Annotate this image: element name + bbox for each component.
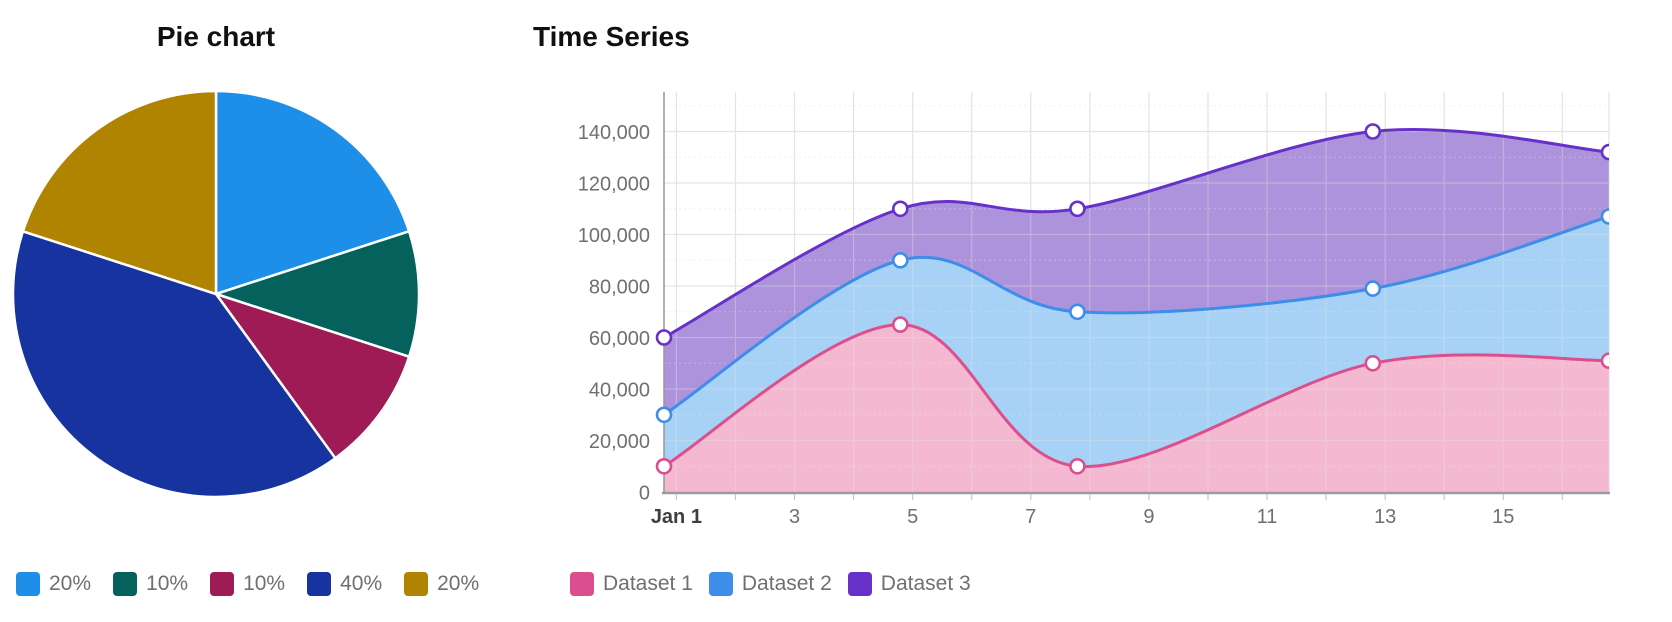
x-tick-label: 9 bbox=[1143, 506, 1154, 528]
pie-slice-1[interactable] bbox=[214, 230, 421, 358]
legend-swatch-icon bbox=[708, 572, 733, 596]
pie-legend-item-3[interactable]: 40% bbox=[307, 572, 382, 596]
x-tick-label: 11 bbox=[1257, 506, 1278, 528]
data-point bbox=[1069, 200, 1086, 218]
data-point bbox=[1600, 352, 1609, 369]
data-point bbox=[1600, 208, 1609, 225]
y-tick-label: 80,000 bbox=[589, 277, 650, 299]
x-tick-label: 7 bbox=[1025, 506, 1036, 528]
y-tick-label: 40,000 bbox=[589, 380, 650, 402]
legend-swatch-icon bbox=[570, 572, 594, 596]
data-point bbox=[891, 200, 909, 218]
legend-swatch-icon bbox=[847, 572, 872, 596]
legend-label: 20% bbox=[437, 572, 480, 595]
y-tick-label: 140,000 bbox=[578, 122, 650, 144]
y-tick-label: 60,000 bbox=[589, 328, 650, 350]
y-tick-label: 0 bbox=[639, 483, 650, 505]
pie-legend-item-1[interactable]: 10% bbox=[113, 572, 188, 596]
time-series-legend-item-2[interactable]: Dataset 3 bbox=[847, 572, 971, 596]
x-tick-label: 3 bbox=[789, 506, 800, 528]
pie-chart-title: Pie chart bbox=[156, 21, 276, 52]
x-tick-label: 5 bbox=[907, 506, 918, 528]
data-point bbox=[891, 316, 909, 333]
pie-slice-4[interactable] bbox=[21, 89, 218, 296]
legend-swatch-icon bbox=[16, 572, 40, 596]
x-tick-label: 15 bbox=[1492, 506, 1514, 528]
pie-slice-0[interactable] bbox=[214, 89, 411, 296]
data-point bbox=[655, 457, 673, 475]
pie-legend-item-0[interactable]: 20% bbox=[16, 572, 91, 596]
time-series-title: Time Series bbox=[533, 21, 690, 52]
time-series-legend-item-1[interactable]: Dataset 2 bbox=[708, 572, 832, 596]
legend-swatch-icon bbox=[307, 572, 332, 596]
y-tick-label: 20,000 bbox=[589, 431, 650, 453]
time-series-chart: 0 20,000 40,000 60,000 80,000 100,000 120,000 1… bbox=[578, 92, 1610, 528]
data-point bbox=[1364, 123, 1382, 140]
pie-slice-2[interactable] bbox=[214, 292, 411, 460]
time-series-legend-item-0[interactable]: Dataset 1 bbox=[570, 572, 693, 596]
legend-swatch-icon bbox=[404, 572, 429, 596]
data-point bbox=[1069, 457, 1086, 475]
data-point bbox=[655, 329, 673, 346]
pie-legend: 20% 10% 10% 40% 20% bbox=[16, 572, 479, 596]
legend-label: 10% bbox=[243, 572, 286, 595]
legend-label: Dataset 1 bbox=[603, 572, 693, 595]
x-tick-label: Jan 1 bbox=[651, 506, 702, 528]
legend-label: Dataset 2 bbox=[741, 572, 832, 595]
data-point bbox=[891, 251, 909, 269]
legend-label: 40% bbox=[340, 572, 383, 595]
data-point bbox=[1364, 280, 1382, 297]
y-tick-label: 120,000 bbox=[578, 174, 650, 196]
data-point bbox=[1364, 354, 1382, 372]
x-tick-label: 13 bbox=[1374, 506, 1396, 528]
y-axis-labels: 0 20,000 40,000 60,000 80,000 100,000 120,000 1… bbox=[578, 122, 650, 505]
pie-legend-item-4[interactable]: 20% bbox=[404, 572, 479, 596]
data-point bbox=[1069, 303, 1086, 321]
pie-chart bbox=[11, 89, 421, 499]
legend-swatch-icon bbox=[210, 572, 235, 596]
legend-label: Dataset 3 bbox=[880, 572, 971, 595]
data-points bbox=[655, 123, 1609, 475]
y-tick-label: 100,000 bbox=[578, 225, 650, 247]
data-point bbox=[655, 406, 673, 424]
legend-label: 20% bbox=[49, 572, 92, 595]
data-point bbox=[1600, 143, 1609, 161]
time-series-legend: Dataset 1 Dataset 2 Dataset 3 bbox=[570, 572, 971, 596]
legend-label: 10% bbox=[146, 572, 189, 595]
pie-slice-3[interactable] bbox=[11, 230, 337, 499]
x-axis-labels: Jan 1 3 5 7 9 11 13 15 bbox=[651, 506, 1515, 528]
pie-legend-item-2[interactable]: 10% bbox=[210, 572, 285, 596]
legend-swatch-icon bbox=[113, 572, 138, 596]
